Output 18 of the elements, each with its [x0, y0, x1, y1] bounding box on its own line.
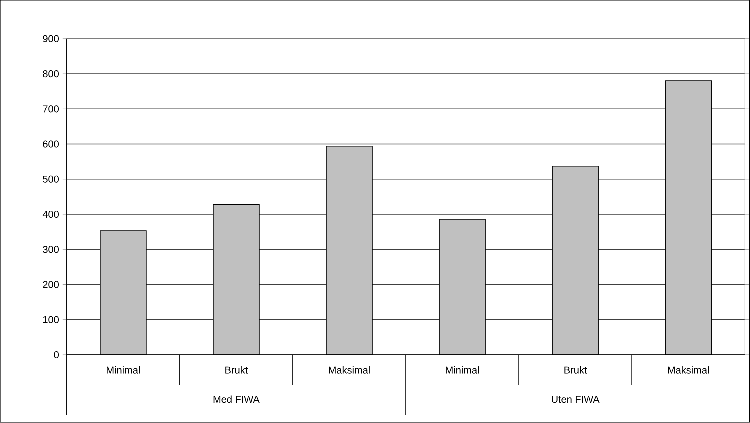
x-tick-label: Maksimal [329, 366, 370, 374]
y-tick-label: 300 [43, 246, 59, 254]
y-tick-label: 100 [43, 316, 59, 324]
x-tick-label: Brukt [564, 366, 588, 374]
x-tick-label: Maksimal [668, 366, 710, 374]
x-tick-label: Minimal [107, 366, 140, 374]
x-tick-label: Minimal [446, 366, 480, 374]
y-tick-label: 400 [42, 211, 59, 218]
y-tick-label: 800 [43, 70, 59, 78]
y-tick-label: 700 [43, 106, 59, 113]
y-tick-label: 200 [43, 281, 59, 288]
y-tick-label: 500 [43, 176, 59, 183]
y-tick-label: 900 [43, 35, 59, 42]
text: Med FIWA [214, 396, 260, 404]
y-tick-label: 0 [54, 352, 59, 359]
y-tick-label: 600 [43, 140, 59, 148]
x-tick-label: Brukt [226, 366, 248, 374]
text: Uten FIWA [552, 396, 600, 404]
